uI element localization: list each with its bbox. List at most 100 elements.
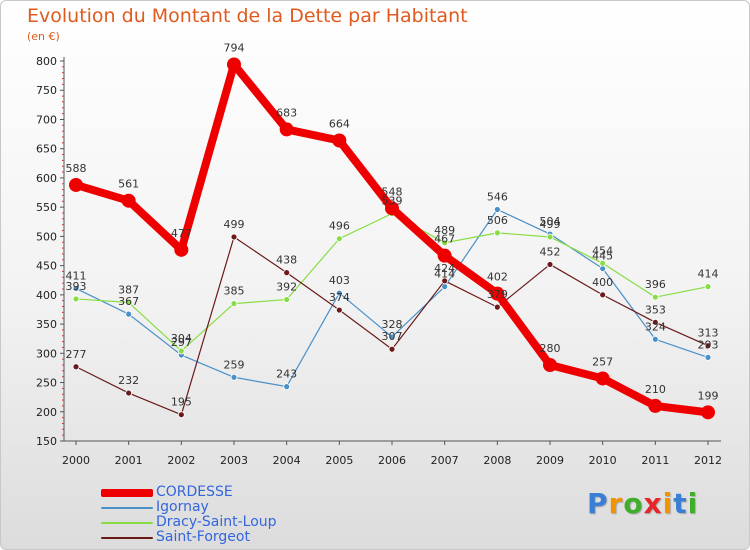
data-label: 304 (171, 332, 192, 345)
data-label: 307 (382, 330, 403, 343)
data-label: 353 (645, 303, 666, 316)
data-label: 499 (540, 218, 561, 231)
data-point (704, 353, 712, 361)
data-label: 546 (487, 190, 508, 203)
data-point (174, 242, 189, 257)
data-label: 539 (382, 195, 403, 208)
x-tick-label: 2009 (536, 454, 564, 467)
data-label: 424 (434, 262, 455, 275)
y-tick-label: 750 (36, 84, 57, 97)
x-tick-label: 2008 (483, 454, 511, 467)
x-tick-label: 2001 (115, 454, 143, 467)
legend-label: CORDESSE (156, 484, 233, 500)
legend-swatch (101, 522, 153, 524)
data-label: 199 (698, 389, 719, 402)
data-label: 489 (434, 224, 455, 237)
y-tick-label: 500 (36, 230, 57, 243)
x-tick-label: 2007 (431, 454, 459, 467)
data-point (441, 239, 449, 247)
data-label: 277 (66, 348, 87, 361)
x-tick-label: 2002 (167, 454, 195, 467)
data-label: 496 (329, 220, 350, 233)
data-point (335, 235, 343, 243)
data-point (493, 206, 501, 213)
legend-swatch (101, 537, 153, 539)
data-label: 414 (698, 268, 719, 281)
data-label: 313 (698, 327, 719, 340)
data-point (230, 373, 238, 381)
data-label: 683 (276, 106, 297, 119)
data-point (441, 283, 449, 291)
data-label: 257 (592, 355, 613, 368)
data-point (283, 296, 291, 303)
x-tick-label: 2003 (220, 454, 248, 467)
x-tick-label: 2005 (325, 454, 353, 467)
data-point (441, 277, 449, 285)
data-label: 210 (645, 383, 666, 396)
logo-letter: i (662, 487, 674, 520)
data-label: 385 (224, 285, 245, 298)
data-point (651, 293, 659, 301)
y-tick-label: 450 (36, 260, 57, 273)
data-label: 499 (224, 218, 245, 231)
y-tick-label: 700 (36, 113, 57, 126)
data-label: 561 (118, 178, 139, 191)
data-point (125, 310, 133, 318)
y-tick-label: 550 (36, 201, 57, 214)
legend-label: Igornay (156, 499, 209, 515)
data-label: 588 (66, 162, 87, 175)
data-point (599, 259, 607, 267)
series-lines (69, 57, 715, 420)
data-point (121, 193, 136, 208)
data-label: 414 (434, 268, 455, 281)
x-tick-label: 2010 (589, 454, 617, 467)
data-label: 243 (276, 368, 297, 381)
y-tick-label: 650 (36, 143, 57, 156)
data-label: 548 (382, 185, 403, 198)
data-label: 387 (118, 283, 139, 296)
y-tick-label: 250 (36, 377, 57, 390)
logo-letter: o (623, 487, 644, 520)
data-label: 504 (540, 215, 561, 228)
data-point (490, 286, 505, 301)
data-label: 367 (118, 295, 139, 308)
data-point (69, 177, 83, 192)
data-point (385, 201, 399, 216)
data-label: 379 (487, 288, 508, 301)
data-point (72, 285, 80, 292)
data-point (704, 342, 712, 350)
data-point (595, 371, 610, 386)
data-point (543, 358, 557, 372)
data-point (227, 57, 241, 72)
data-label: 293 (698, 338, 719, 351)
data-point (493, 229, 501, 237)
data-point (546, 261, 554, 268)
logo-letter: i (687, 487, 699, 520)
data-label: 452 (540, 245, 561, 258)
data-point (704, 283, 712, 291)
data-point (437, 248, 452, 263)
y-tick-label: 300 (36, 347, 57, 360)
data-label: 393 (66, 280, 87, 293)
data-label: 664 (329, 118, 350, 131)
x-tick-label: 2004 (273, 454, 301, 467)
data-point (651, 335, 659, 343)
y-tick-label: 200 (36, 406, 57, 419)
logo-letter: P (587, 487, 609, 520)
data-point (701, 405, 715, 420)
data-label: 477 (171, 227, 192, 240)
data-point (72, 363, 80, 371)
logo-letter: x (643, 487, 663, 520)
data-label: 195 (171, 396, 192, 409)
data-label: 794 (224, 42, 245, 55)
data-label: 467 (434, 233, 455, 246)
x-tick-label: 2006 (378, 454, 406, 467)
y-tick-label: 350 (36, 318, 57, 331)
legend-item: CORDESSE (101, 485, 361, 500)
legend: CORDESSE Igornay Dracy-Saint-Loup Saint-For… (101, 485, 361, 545)
data-point (546, 233, 554, 241)
legend-item: Dracy-Saint-Loup (101, 515, 361, 530)
data-point (335, 306, 343, 314)
data-point (279, 122, 294, 137)
